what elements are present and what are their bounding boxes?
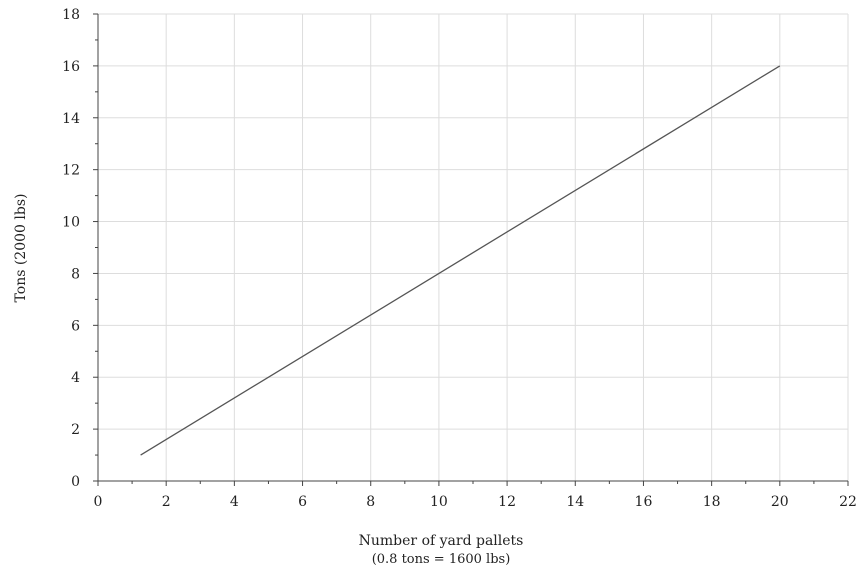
x-tick-labels: 0 2 4 6 8 10 12 14 16 18 20 22 [94,494,857,510]
x-axis-subtitle: (0.8 tons = 1600 lbs) [372,552,511,567]
y-tick-label: 8 [71,266,80,282]
y-tick-label: 2 [71,422,80,438]
x-tick-label: 4 [230,494,239,510]
x-tick-label: 12 [498,494,516,510]
x-tick-label: 6 [298,494,307,510]
x-tick-label: 16 [635,494,653,510]
series-line [140,65,781,456]
y-tick-label: 4 [71,370,80,386]
grid-lines [98,13,849,481]
y-tick-label: 18 [62,7,80,23]
x-tick-label: 8 [366,494,375,510]
y-tick-label: 6 [71,318,80,334]
y-axis-title: Tons (2000 lbs) [13,194,29,303]
y-tick-labels: 0 2 4 6 8 10 12 14 16 18 [62,7,80,490]
y-tick-label: 16 [62,59,80,75]
y-tick-label: 0 [71,474,80,490]
x-tick-label: 20 [771,494,789,510]
y-tick-label: 12 [62,163,80,179]
x-tick-label: 14 [566,494,584,510]
y-tick-label: 10 [62,215,80,231]
x-tick-label: 2 [162,494,171,510]
x-tick-label: 10 [430,494,448,510]
x-tick-label: 0 [94,494,103,510]
axes [93,13,849,486]
x-axis-title: Number of yard pallets [359,533,524,549]
x-tick-label: 18 [703,494,721,510]
y-tick-label: 14 [62,111,80,127]
series-group [140,65,781,456]
x-tick-label: 22 [839,494,857,510]
